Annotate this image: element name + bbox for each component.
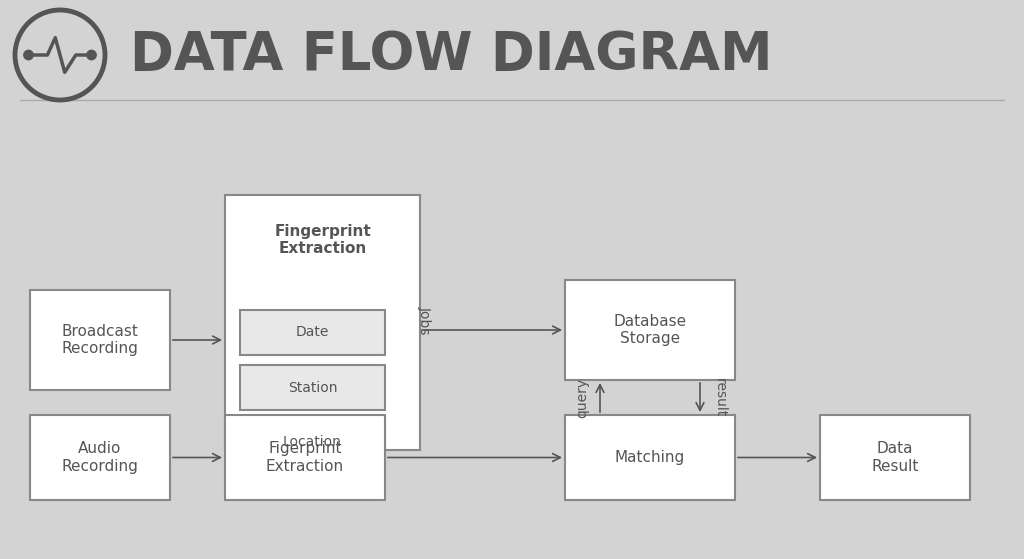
Text: Audio
Recording: Audio Recording (61, 441, 138, 473)
Circle shape (24, 50, 34, 60)
Text: Jobs: Jobs (418, 306, 432, 334)
FancyBboxPatch shape (565, 280, 735, 380)
FancyBboxPatch shape (240, 420, 385, 465)
FancyBboxPatch shape (820, 415, 970, 500)
Text: Fingerprint
Extraction: Fingerprint Extraction (274, 224, 371, 256)
Text: Database
Storage: Database Storage (613, 314, 686, 346)
FancyBboxPatch shape (30, 415, 170, 500)
Text: Date: Date (296, 325, 329, 339)
FancyBboxPatch shape (565, 415, 735, 500)
Text: Location: Location (283, 435, 342, 449)
FancyBboxPatch shape (240, 365, 385, 410)
Text: result: result (713, 378, 727, 417)
FancyBboxPatch shape (225, 415, 385, 500)
FancyBboxPatch shape (30, 290, 170, 390)
FancyBboxPatch shape (225, 195, 420, 450)
Text: Data
Result: Data Result (871, 441, 919, 473)
FancyBboxPatch shape (240, 310, 385, 355)
Circle shape (86, 50, 97, 60)
Text: DATA FLOW DIAGRAM: DATA FLOW DIAGRAM (130, 29, 772, 81)
Text: Figerprint
Extraction: Figerprint Extraction (266, 441, 344, 473)
Text: Broadcast
Recording: Broadcast Recording (61, 324, 138, 356)
Text: Station: Station (288, 381, 337, 395)
Text: query: query (575, 377, 589, 418)
Text: Matching: Matching (614, 450, 685, 465)
